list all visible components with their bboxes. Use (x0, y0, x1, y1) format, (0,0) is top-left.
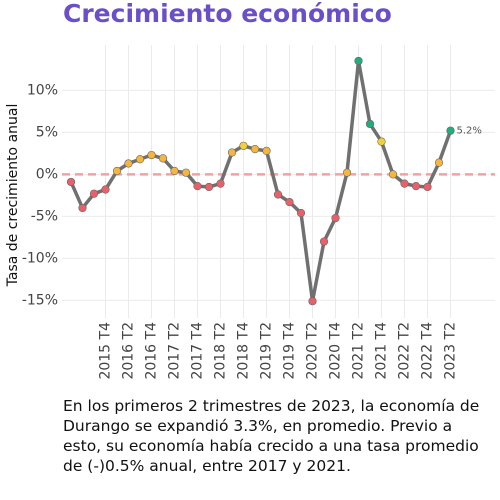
x-tick-label: 2019 T2 (259, 322, 275, 380)
data-point (124, 159, 133, 168)
x-tick-label: 2017 T4 (190, 322, 206, 380)
series-line (69, 59, 453, 303)
x-tick-label: 2019 T4 (282, 322, 298, 380)
y-axis-label: Tasa de crecimiento anual (5, 104, 21, 288)
data-point (170, 166, 179, 176)
x-tick-label: 2017 T2 (167, 322, 183, 380)
x-tick-label: 2021 T2 (351, 322, 367, 380)
data-point (331, 213, 340, 223)
data-point (377, 137, 386, 146)
data-point (193, 182, 202, 191)
x-tick-label: 2018 T4 (236, 322, 252, 380)
x-tick-label: 2015 T4 (98, 322, 114, 380)
data-point (365, 119, 375, 129)
data-point (216, 179, 225, 188)
data-point (388, 170, 398, 179)
data-point (78, 203, 87, 213)
data-point (273, 190, 283, 199)
chart-title: Crecimiento económico (63, 0, 392, 28)
data-point (400, 179, 409, 188)
x-tick-label: 2022 T4 (420, 322, 436, 380)
x-tick-label: 2023 T2 (443, 322, 459, 380)
data-point (181, 168, 191, 177)
x-tick-label: 2016 T4 (144, 322, 160, 380)
y-tick-label: 10% (27, 82, 58, 98)
data-point (319, 237, 329, 246)
x-tick-label: 2016 T2 (121, 322, 137, 380)
x-tick-label: 2022 T2 (397, 322, 413, 380)
x-tick-label: 2020 T2 (305, 322, 321, 380)
data-point (434, 158, 444, 167)
data-point (227, 148, 237, 157)
y-tick-label: 0% (36, 166, 58, 182)
data-point (446, 126, 455, 135)
y-tick-label: -15% (22, 292, 58, 308)
y-tick-label: -10% (22, 250, 58, 266)
data-label: 5.2% (457, 126, 482, 137)
data-point (250, 145, 260, 154)
data-point (296, 208, 306, 218)
data-point (411, 182, 421, 191)
chart: Crecimiento económico Tasa de crecimient… (5, 0, 495, 380)
data-point (262, 146, 271, 155)
x-tick-label: 2020 T4 (328, 322, 344, 380)
data-point (342, 168, 352, 177)
data-point (308, 297, 317, 306)
data-point (423, 182, 432, 192)
y-tick-label: -5% (31, 208, 58, 224)
data-point (354, 56, 363, 66)
data-point (204, 182, 214, 192)
data-point (66, 177, 76, 187)
x-tick-label: 2021 T4 (374, 322, 390, 380)
data-point (239, 141, 248, 150)
data-point (112, 166, 122, 176)
x-tick-label: 2018 T2 (213, 322, 229, 380)
data-point (147, 150, 156, 160)
y-tick-label: 5% (36, 124, 58, 140)
data-point (101, 185, 110, 194)
data-point (285, 197, 294, 207)
data-point (89, 189, 99, 198)
data-point (135, 155, 145, 164)
data-point (158, 154, 168, 163)
caption: En los primeros 2 trimestres de 2023, la… (63, 397, 480, 475)
